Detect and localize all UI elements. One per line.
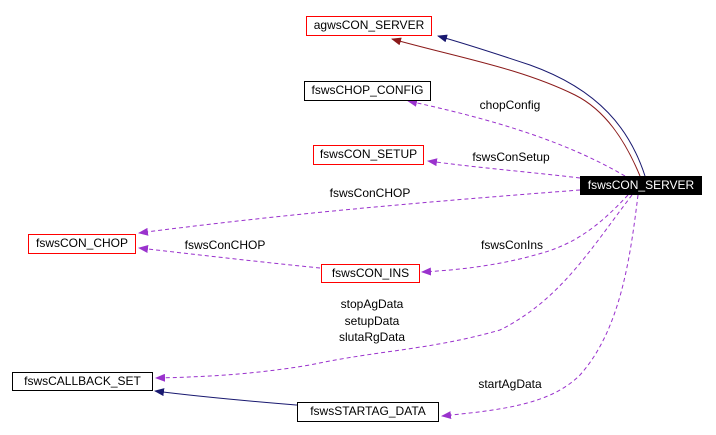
node-fsws-con-server: fswsCON_SERVER <box>580 176 702 195</box>
edge-inherit-protected <box>391 37 641 177</box>
node-fsws-con-ins[interactable]: fswsCON_INS <box>321 264 420 283</box>
edge-inherit-public <box>437 34 646 177</box>
edge-label-chop-config: chopConfig <box>479 98 541 112</box>
node-fsws-chop-config[interactable]: fswsCHOP_CONFIG <box>304 81 431 101</box>
edge-callback <box>155 194 633 382</box>
node-fsws-callback-set[interactable]: fswsCALLBACK_SET <box>12 372 153 391</box>
edge-label-sluta-rg-data: slutaRgData <box>338 330 406 344</box>
edge-label-con-chop-ins: fswsConCHOP <box>184 238 266 252</box>
edge-label-con-ins: fswsConIns <box>480 238 544 252</box>
edge-startag-inherit <box>154 388 298 406</box>
edge-startag <box>441 194 639 420</box>
edge-label-setup-data: setupData <box>344 313 400 328</box>
edge-con-setup <box>427 158 581 179</box>
node-fsws-con-chop[interactable]: fswsCON_CHOP <box>28 234 136 254</box>
edge-label-start-ag: startAgData <box>478 377 542 391</box>
node-fsws-startag-data[interactable]: fswsSTARTAG_DATA <box>297 402 439 422</box>
edge-label-con-chop-server: fswsConCHOP <box>329 186 411 200</box>
edge-label-stop-ag-data: stopAgData <box>340 297 404 311</box>
edge-chop-config <box>407 98 626 177</box>
edge-con-chop-ins <box>138 245 321 269</box>
edge-con-ins <box>421 194 629 276</box>
node-agws-con-server[interactable]: agwsCON_SERVER <box>306 16 432 36</box>
edge-label-con-setup: fswsConSetup <box>472 150 550 164</box>
edge-label-callback: stopAgData setupData slutaRgData <box>339 296 405 346</box>
node-fsws-con-setup[interactable]: fswsCON_SETUP <box>313 145 424 165</box>
